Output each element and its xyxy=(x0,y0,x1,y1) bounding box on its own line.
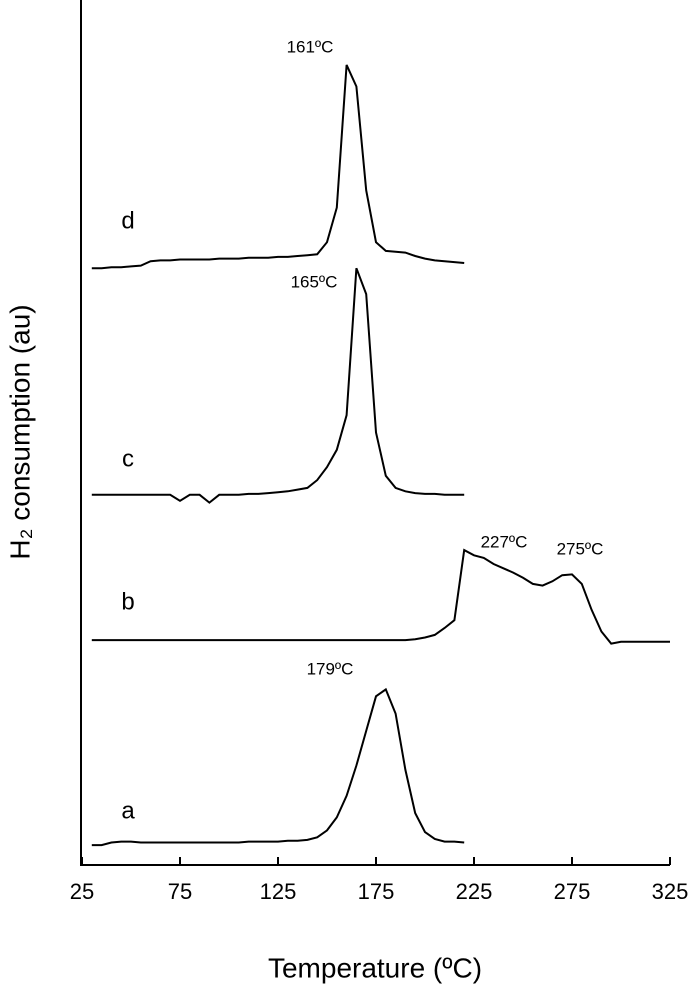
annotation: 227ºC xyxy=(481,532,528,551)
series-line xyxy=(91,64,465,270)
x-tick-label: 125 xyxy=(260,879,297,904)
series-label: c xyxy=(122,445,134,472)
x-tick-label: 275 xyxy=(554,879,591,904)
series-label: d xyxy=(121,207,134,234)
x-tick-label: 75 xyxy=(168,879,192,904)
x-tick-label: 225 xyxy=(456,879,493,904)
y-axis-label: H₂ consumption (au) xyxy=(4,304,35,559)
series-line xyxy=(91,548,670,645)
x-tick-label: 325 xyxy=(652,879,689,904)
series-label: a xyxy=(121,797,135,824)
x-tick-label: 25 xyxy=(70,879,94,904)
x-tick-label: 175 xyxy=(358,879,395,904)
annotation: 179ºC xyxy=(307,659,354,678)
annotation: 161ºC xyxy=(287,37,334,56)
annotation: 165ºC xyxy=(291,272,338,291)
series-label: b xyxy=(121,588,134,615)
series-line xyxy=(91,267,465,504)
x-axis-label: Temperature (ºC) xyxy=(268,952,482,983)
annotation: 275ºC xyxy=(557,539,604,558)
series-line xyxy=(91,687,465,847)
